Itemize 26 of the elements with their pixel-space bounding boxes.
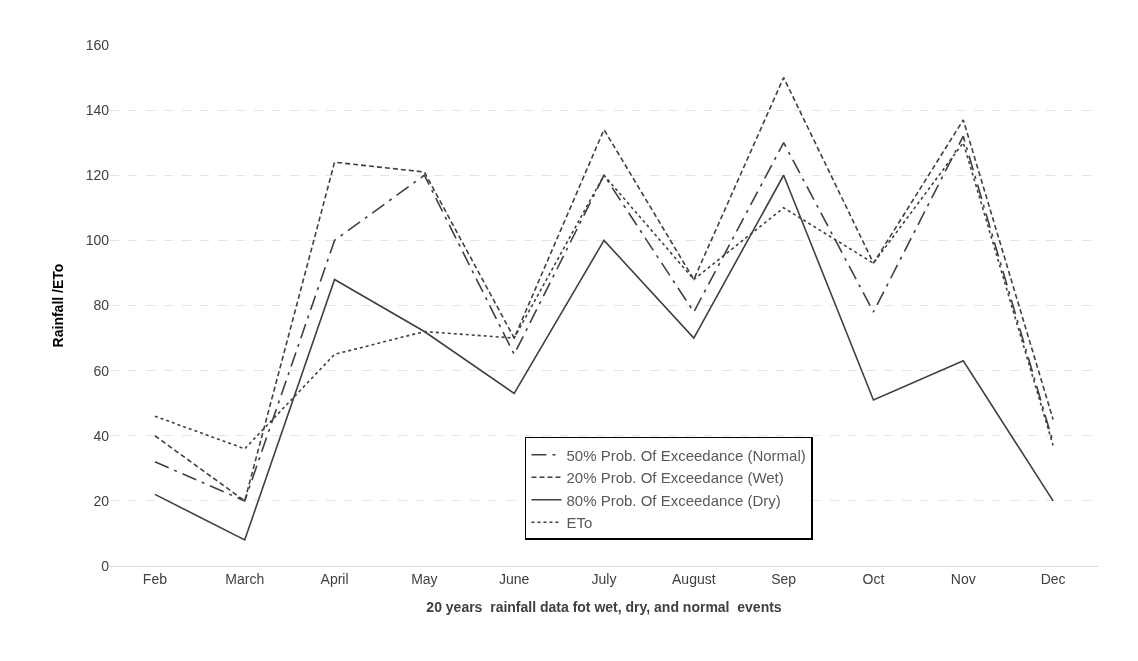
x-tick-label: June [499, 570, 530, 587]
x-tick-label: August [672, 570, 716, 587]
x-tick-label: April [320, 570, 349, 587]
y-tick-label: 100 [85, 232, 110, 249]
x-tick-label: March [225, 570, 265, 587]
x-tick-label: Feb [142, 570, 168, 587]
x-tick-label: Nov [950, 570, 976, 587]
legend-label: 20% Prob. Of Exceedance (Wet) [566, 469, 784, 487]
y-tick-label: 60 [93, 362, 110, 379]
y-tick-label: 0 [101, 557, 110, 574]
legend-label: 50% Prob. Of Exceedance (Normal) [566, 446, 806, 464]
y-tick-label: 140 [85, 102, 110, 119]
x-axis-title: 20 years rainfall data fot wet, dry, and normal events [426, 599, 782, 616]
y-tick-label: 120 [85, 167, 110, 184]
x-tick-label: July [591, 570, 617, 587]
x-tick-label: Oct [862, 570, 885, 587]
y-tick-label: 40 [93, 427, 110, 444]
y-tick-label: 160 [85, 36, 110, 53]
x-tick-label: Sep [771, 570, 797, 587]
y-axis-title: Rainfall /ETo [50, 263, 67, 348]
y-tick-label: 80 [93, 297, 110, 314]
legend-label: 80% Prob. Of Exceedance (Dry) [566, 491, 781, 509]
legend-label: ETo [566, 514, 593, 532]
y-tick-label: 20 [93, 492, 110, 509]
x-tick-label: Dec [1040, 570, 1066, 587]
x-tick-label: May [411, 570, 438, 587]
